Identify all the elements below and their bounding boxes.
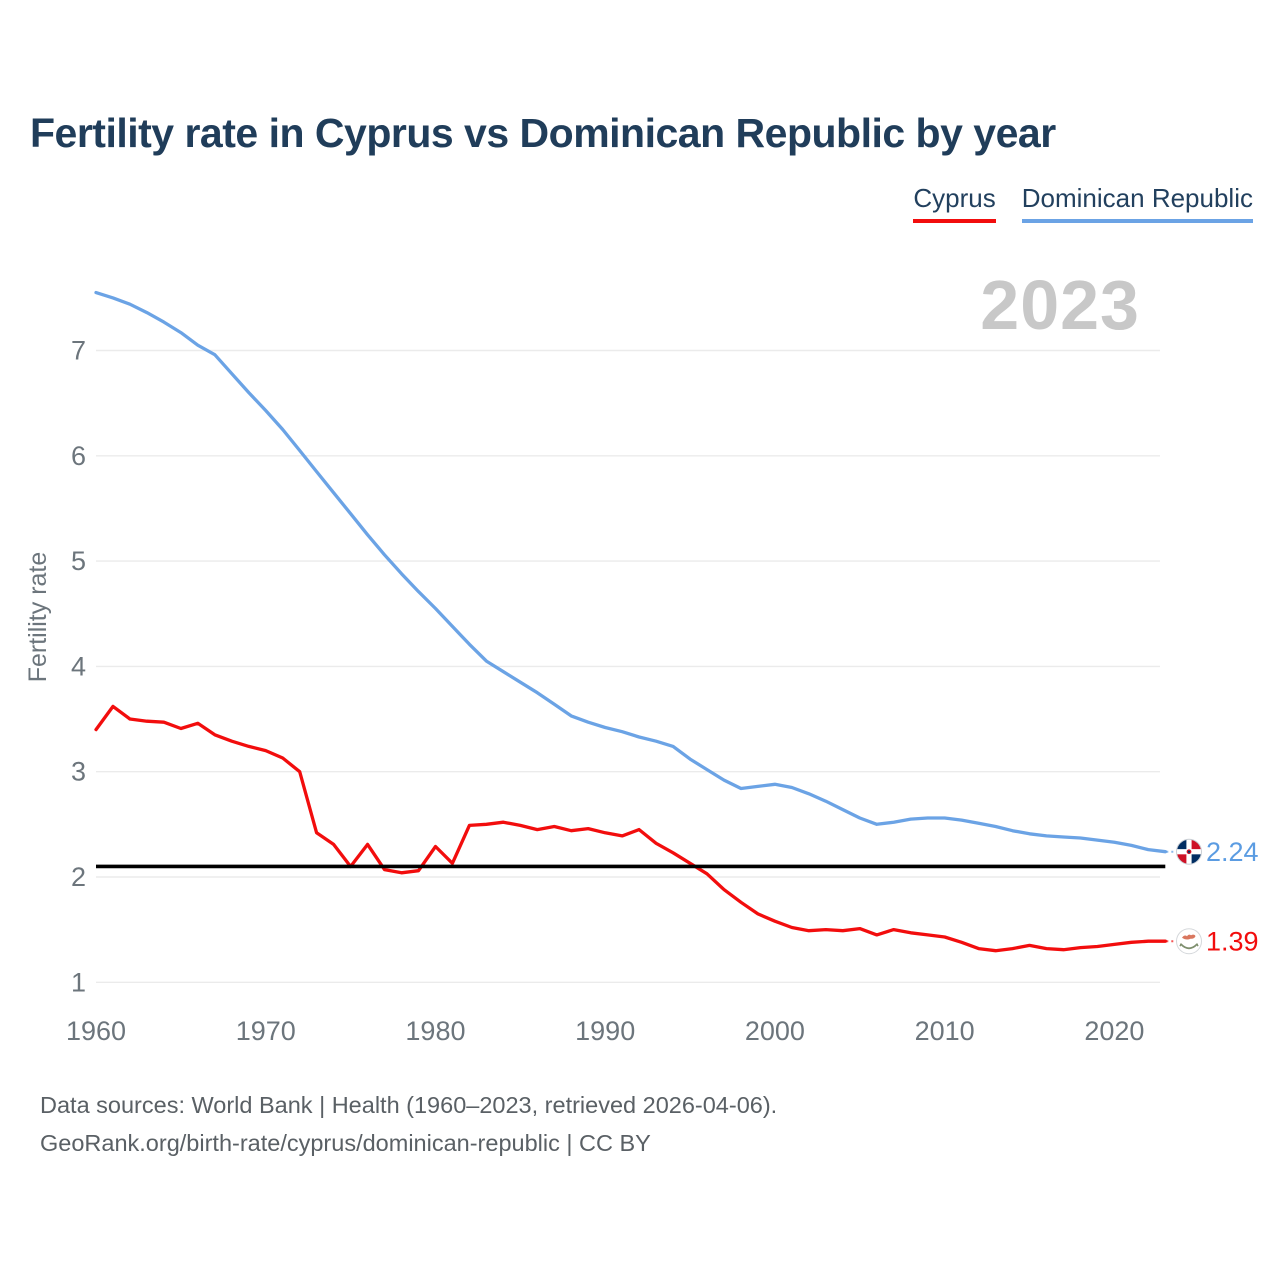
chart-footer: Data sources: World Bank | Health (1960–… [40, 1086, 777, 1162]
x-tick-1980: 1980 [405, 1016, 465, 1046]
y-tick-5: 5 [71, 546, 86, 576]
cyprus-line[interactable] [94, 704, 1167, 953]
legend-item-dominican-republic[interactable]: Dominican Republic [1021, 183, 1253, 223]
legend-label-cyprus: Cyprus [913, 183, 996, 213]
y-tick-2: 2 [71, 862, 86, 892]
y-tick-1: 1 [71, 967, 86, 997]
y-tick-7: 7 [71, 336, 86, 366]
x-tick-1990: 1990 [575, 1016, 635, 1046]
legend-item-cyprus[interactable]: Cyprus [913, 183, 996, 223]
dominican-republic-line[interactable] [94, 290, 1167, 854]
cyprus-flag-icon [1176, 928, 1202, 955]
x-tick-2010: 2010 [915, 1016, 975, 1046]
x-tick-1970: 1970 [236, 1016, 296, 1046]
cyprus-end-value: 1.39 [1206, 927, 1259, 957]
legend: Cyprus Dominican Republic [913, 183, 1253, 223]
footer-sources: Data sources: World Bank | Health (1960–… [40, 1092, 778, 1118]
y-tick-3: 3 [71, 757, 86, 787]
year-watermark: 2023 [980, 266, 1140, 344]
x-tick-2000: 2000 [745, 1016, 805, 1046]
y-axis-label: Fertility rate [24, 552, 52, 683]
legend-label-dominican-republic: Dominican Republic [1021, 183, 1253, 213]
dominican-republic-end-value: 2.24 [1206, 837, 1259, 867]
y-tick-6: 6 [71, 441, 86, 471]
page-title: Fertility rate in Cyprus vs Dominican Re… [30, 110, 1056, 156]
footer-attribution: GeoRank.org/birth-rate/cyprus/dominican-… [40, 1130, 651, 1156]
dominican-republic-flag-icon [1176, 838, 1202, 865]
x-tick-2020: 2020 [1084, 1016, 1144, 1046]
y-tick-4: 4 [71, 651, 86, 681]
x-tick-1960: 1960 [66, 1016, 126, 1046]
